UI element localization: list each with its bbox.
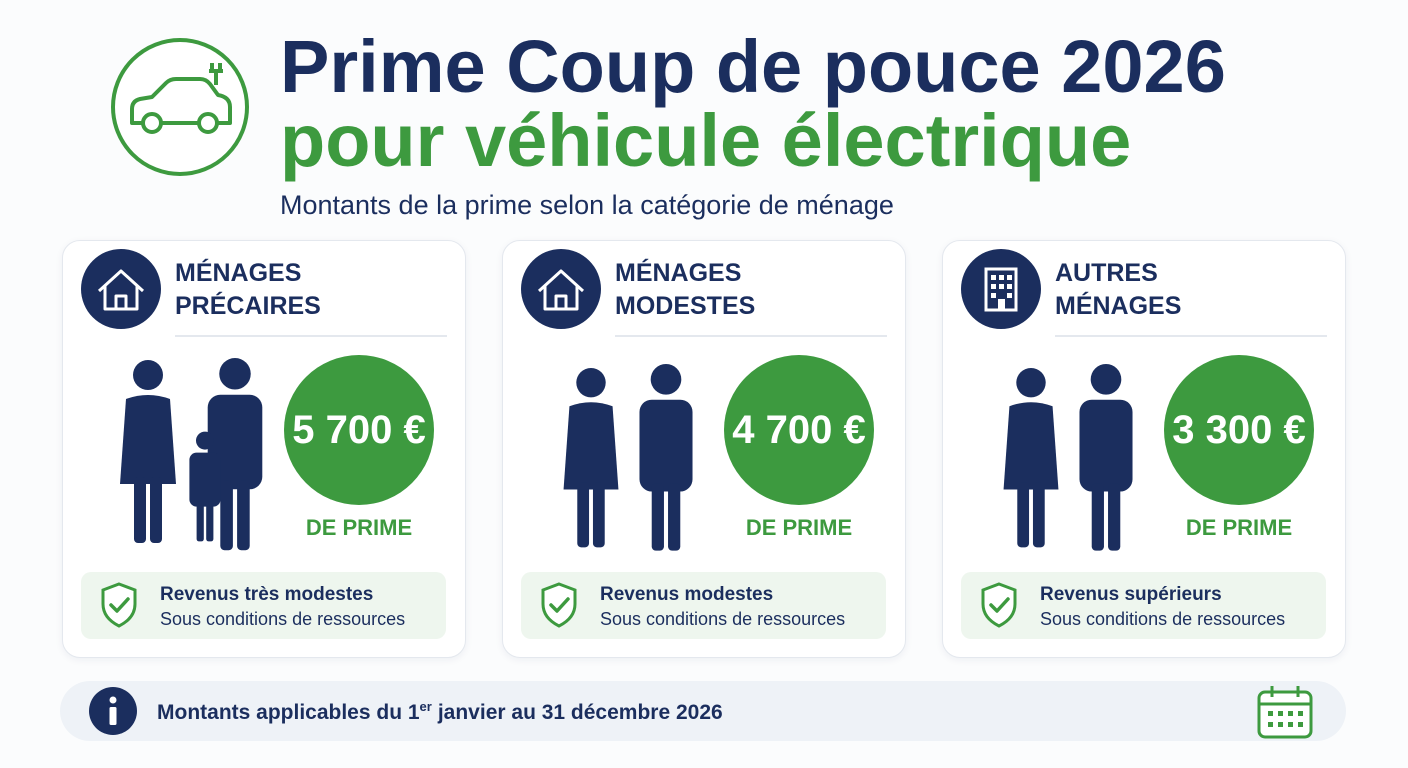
- condition: Sous conditions de ressources: [1040, 609, 1286, 629]
- card-title-line: AUTRES: [1055, 259, 1158, 287]
- note-sup: er: [419, 699, 432, 714]
- card-title-line: MÉNAGES: [175, 259, 302, 287]
- amount: 3 300 €: [1164, 355, 1314, 505]
- card-title-line: MÉNAGES: [1055, 292, 1182, 320]
- income-box: Revenus très modestes Sous conditions de …: [81, 572, 446, 639]
- amount-caption: DE PRIME: [745, 515, 853, 540]
- people: [543, 241, 723, 566]
- divider: [1055, 335, 1327, 337]
- note-text: janvier au 31 décembre 2026: [437, 701, 723, 724]
- income: Revenus très modestes: [160, 584, 374, 605]
- shield-icon: [539, 582, 579, 635]
- card-title-line: MODESTES: [615, 292, 756, 320]
- shield-icon: [99, 582, 139, 635]
- people-graphic: [120, 358, 263, 551]
- people: [983, 241, 1163, 566]
- condition: Sous conditions de ressources: [600, 609, 846, 629]
- title-line: Prime Coup de pouce 2026: [280, 25, 1226, 108]
- note: Montants applicables du 1er janvier au 31…: [157, 699, 723, 725]
- category-icon-graphic: [961, 249, 1041, 329]
- income-box: Revenus modestes Sous conditions de resso…: [521, 572, 886, 639]
- category-icon: [521, 249, 601, 334]
- category-icon: [961, 249, 1041, 334]
- shield-icon-graphic: [541, 582, 577, 628]
- title-line: pour véhicule électrique: [280, 99, 1132, 182]
- divider: [615, 335, 887, 337]
- card: AUTRES MÉNAGES 3 300 € DE PRIME Revenus supé…: [942, 240, 1346, 658]
- income: Revenus modestes: [600, 584, 774, 605]
- footer-note: Montants applicables du 1er janvier au 31…: [60, 681, 1346, 741]
- note-text: Montants applicables du 1: [157, 701, 420, 724]
- people-graphic: [563, 364, 693, 551]
- amount: 4 700 €: [724, 355, 874, 505]
- card-title-line: MÉNAGES: [615, 259, 742, 287]
- category-icon-graphic: [521, 249, 601, 329]
- card: MÉNAGES PRÉCAIRES 5 700 € DE PRIME Revenus t…: [62, 240, 466, 658]
- calendar-icon: [1257, 686, 1313, 739]
- amount: 5 700 €: [284, 355, 434, 505]
- amount-caption: DE PRIME: [1185, 515, 1293, 540]
- condition: Sous conditions de ressources: [160, 609, 406, 629]
- card-title-line: PRÉCAIRES: [175, 292, 321, 320]
- income-box: Revenus supérieurs Sous conditions de res…: [961, 572, 1326, 639]
- subtitle: Montants de la prime selon la catégorie …: [280, 190, 894, 220]
- divider: [175, 335, 447, 337]
- people: [103, 241, 283, 566]
- category-icon: [81, 249, 161, 334]
- category-icon-graphic: [81, 249, 161, 329]
- shield-icon-graphic: [101, 582, 137, 628]
- shield-icon: [979, 582, 1019, 635]
- card: MÉNAGES MODESTES 4 700 € DE PRIME Revenus mo…: [502, 240, 906, 658]
- info-icon: [89, 687, 137, 735]
- shield-icon-graphic: [981, 582, 1017, 628]
- amount-caption: DE PRIME: [305, 515, 413, 540]
- car-icon: [111, 38, 249, 176]
- income: Revenus supérieurs: [1040, 584, 1222, 605]
- people-graphic: [1003, 364, 1133, 551]
